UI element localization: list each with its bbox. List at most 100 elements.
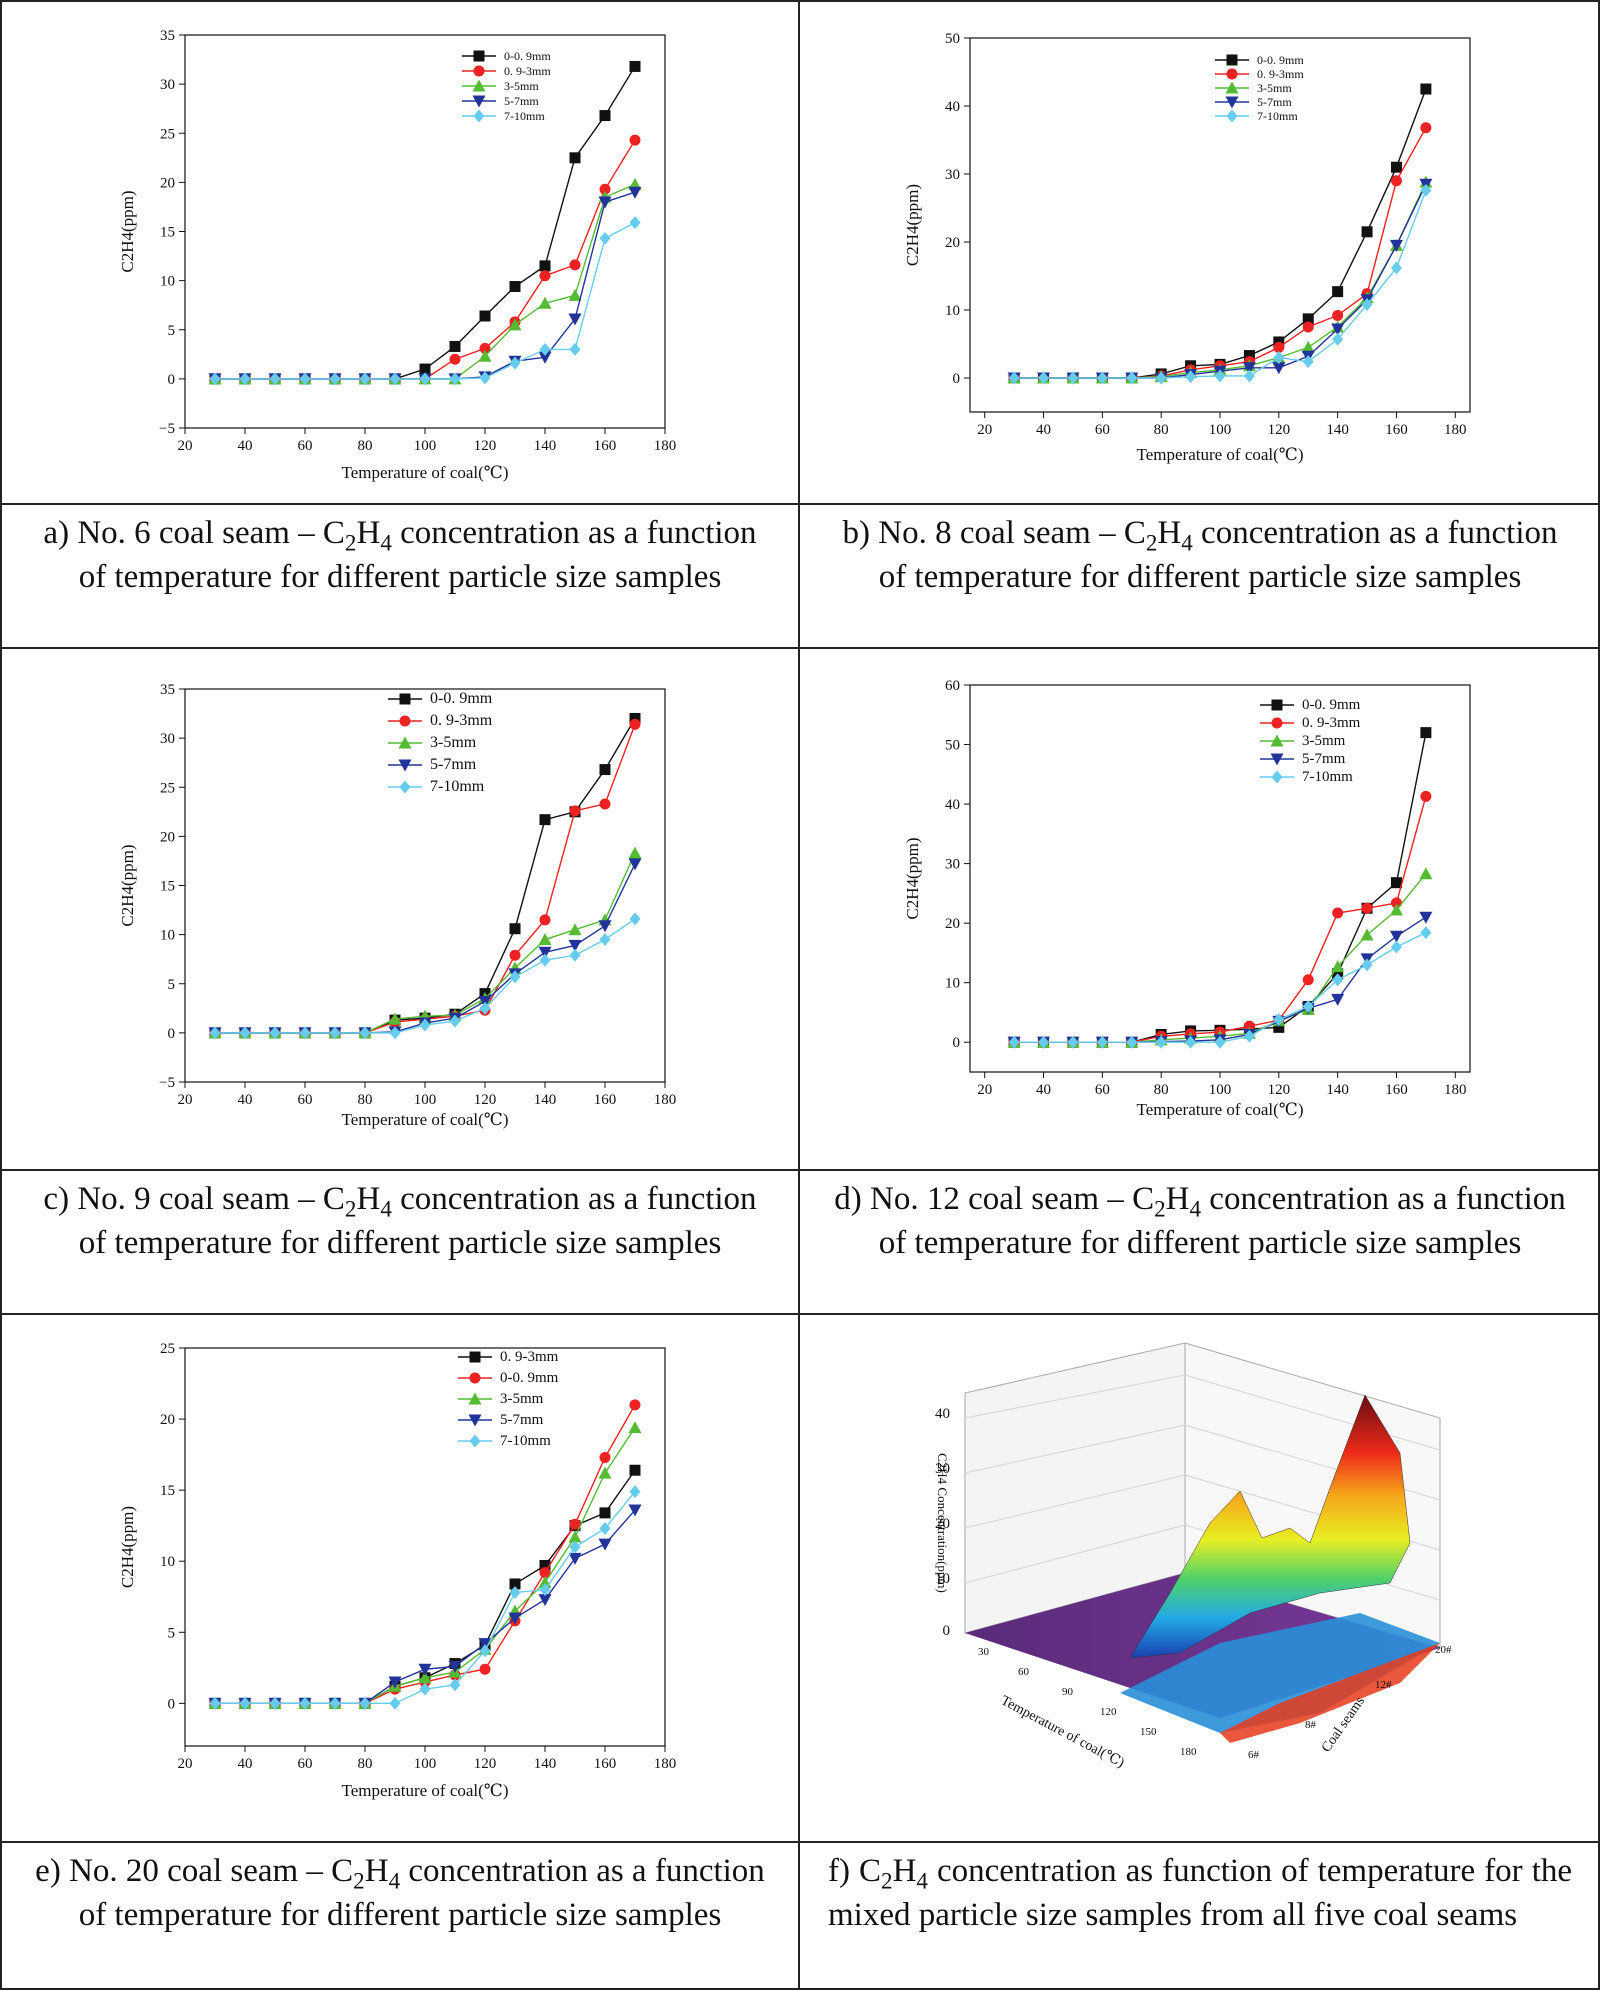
data-point [1361, 226, 1373, 238]
data-point [539, 1583, 551, 1597]
series-2 [1008, 790, 1432, 1048]
chart-d: 20 40 60 80 100 120 140 160 180 0 10 20 30 40 50 60 Temp… [903, 678, 1471, 1119]
data-point [628, 846, 642, 859]
data-point [1242, 362, 1256, 375]
z-tick: 20 [935, 1516, 950, 1532]
y-tick-label: 20 [945, 916, 960, 932]
data-point [359, 1026, 371, 1040]
data-point [419, 1682, 431, 1696]
data-point [1243, 350, 1255, 362]
data-point [1389, 903, 1403, 916]
data-point [1420, 122, 1432, 134]
x-tick-label: 140 [534, 1092, 557, 1108]
y-ticks: 6# 8# 12# 20# [1248, 1644, 1452, 1761]
caption-letter: a) [43, 515, 70, 551]
legend-label: 0-0. 9mm [1257, 53, 1304, 67]
x-tick: 120 [1100, 1706, 1117, 1718]
data-point [628, 858, 642, 871]
caption-c: c) No. 9 coal seam – C2H4 concentration … [0, 1171, 800, 1265]
subscript: 2 [1154, 1195, 1166, 1222]
caption-letter: d) [834, 1181, 862, 1217]
x-tick: 30 [978, 1646, 990, 1658]
data-point [538, 1594, 552, 1607]
x-ticks: 30 60 90 120 150 180 [978, 1646, 1197, 1758]
data-point [1419, 911, 1433, 924]
data-point [569, 342, 581, 356]
x-tick-label: 20 [977, 422, 992, 438]
x-tick: 180 [1180, 1746, 1197, 1758]
data-point [568, 1530, 582, 1543]
x-tick-label: 100 [1209, 422, 1232, 438]
z-axis-title: C2H4 Concentration(ppm) [935, 1453, 950, 1593]
caption-text-end: concentration as a function of temperatu… [78, 1181, 757, 1261]
legend-label: 7-10mm [504, 109, 545, 123]
x-tick-label: 180 [1444, 1082, 1467, 1098]
data-point [449, 340, 461, 352]
y-tick-label: 0 [168, 1696, 176, 1712]
data-point [1332, 309, 1344, 321]
x-tick-label: 120 [474, 1756, 497, 1772]
z-tick: 30 [935, 1461, 950, 1477]
data-point [239, 372, 251, 386]
y-tick-label: 30 [160, 77, 175, 93]
legend-marker [398, 759, 412, 772]
legend-marker [1225, 96, 1239, 109]
caption-letter: f) [828, 1853, 850, 1889]
series-line [1014, 183, 1427, 379]
x-tick-label: 60 [298, 1092, 313, 1108]
data-point [629, 134, 641, 146]
z-tick: 0 [943, 1623, 951, 1639]
data-point [568, 939, 582, 952]
data-point [419, 363, 431, 375]
legend-label: 5-7mm [500, 1412, 544, 1428]
caption-text-end: concentration as a function of temperatu… [878, 1181, 1566, 1261]
data-point [1185, 1035, 1197, 1049]
y-tick: 6# [1248, 1749, 1260, 1761]
data-point [418, 1663, 432, 1676]
z-tick: 40 [935, 1406, 950, 1422]
data-point [1273, 1013, 1285, 1027]
data-point [1332, 907, 1344, 919]
data-point [598, 1538, 612, 1551]
data-point [299, 1696, 311, 1710]
x-tick-label: 140 [534, 438, 557, 454]
series-line [1014, 127, 1427, 379]
y-tick-label: 20 [160, 175, 175, 191]
legend-label: 3-5mm [1302, 733, 1346, 749]
data-point [629, 1485, 641, 1499]
caption-text-mid: H [356, 1181, 381, 1217]
series-2 [1008, 122, 1432, 384]
data-point [1272, 362, 1286, 375]
data-point [389, 1696, 401, 1710]
data-point [419, 1018, 431, 1032]
x-tick: 150 [1140, 1726, 1157, 1738]
data-point [539, 270, 551, 282]
data-point [1096, 371, 1108, 385]
data-point [629, 216, 641, 230]
data-point [1038, 371, 1050, 385]
y-tick-label: 60 [945, 678, 960, 694]
legend-label: 7-10mm [1302, 769, 1353, 785]
data-point [568, 1552, 582, 1565]
y-tick-label: −5 [159, 1075, 175, 1091]
data-point [1420, 83, 1432, 95]
data-point [508, 1612, 522, 1625]
data-point [449, 372, 461, 386]
x-axis-title: Temperature of coal(℃) [342, 1110, 509, 1129]
chart-b-content: 20 40 60 80 100 120 140 160 180 0 10 20 30 40 50 Temper… [903, 31, 1471, 464]
data-point [479, 1663, 491, 1675]
legend-label: 3-5mm [1257, 81, 1292, 95]
y-axis-title: C2H4(ppm) [118, 844, 137, 926]
series-line [1014, 796, 1427, 1043]
subscript: 2 [353, 1867, 365, 1894]
caption-text-start: No. 9 coal seam – C [77, 1181, 345, 1217]
x-axis-title: Temperature of coal(℃) [1137, 445, 1304, 464]
caption-text-end: concentration as a function of temperatu… [878, 515, 1558, 595]
x-tick-label: 40 [1036, 1082, 1051, 1098]
series-5 [209, 912, 641, 1040]
data-point [629, 60, 641, 72]
data-point [598, 1466, 612, 1479]
